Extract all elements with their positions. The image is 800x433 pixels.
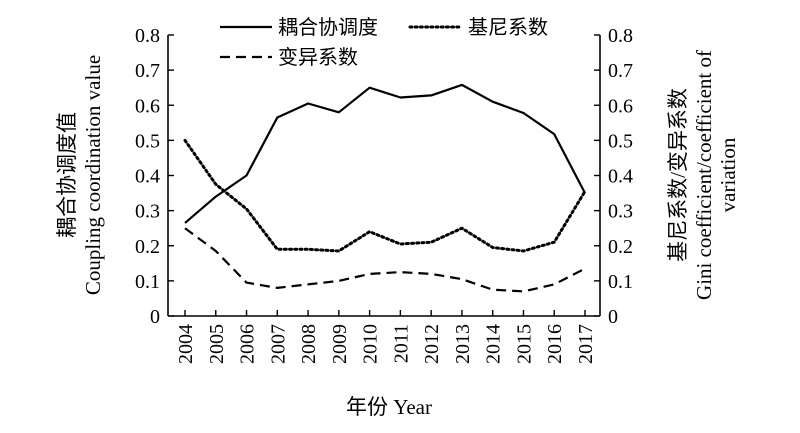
x-tick-label: 2009: [329, 324, 351, 364]
right-y-tick-label: 0.5: [608, 130, 633, 152]
right-y-tick-label: 0.7: [608, 60, 633, 82]
series-line-dashed: [184, 227, 586, 293]
right-y-axis-title-en-line2: variation: [716, 137, 740, 212]
left-y-tick-label: 0.6: [135, 95, 160, 117]
left-y-tick-label: 0.5: [135, 130, 160, 152]
right-y-tick-label: 0.8: [608, 25, 633, 47]
x-tick-label: 2010: [360, 324, 382, 364]
x-tick-label: 2015: [513, 324, 535, 364]
left-y-tick-label: 0.7: [135, 60, 160, 82]
legend-label: 基尼系数: [468, 15, 548, 39]
x-tick-label: 2013: [452, 324, 474, 364]
series-line-solid: [184, 83, 586, 224]
right-y-tick-label: 0.3: [608, 201, 633, 223]
right-y-axis-title-zh: 基尼系数/变异系数: [666, 88, 690, 262]
x-tick-label: 2014: [483, 324, 505, 364]
x-tick-label: 2006: [237, 324, 259, 364]
x-tick-label: 2011: [390, 324, 412, 363]
series-line-dotted: [183, 138, 587, 253]
x-tick-label: 2004: [175, 324, 197, 364]
legend-label: 变异系数: [278, 45, 358, 69]
x-axis-title: 年份 Year: [346, 395, 432, 419]
legend-label: 耦合协调度: [278, 15, 378, 39]
right-y-tick-label: 0.6: [608, 95, 633, 117]
left-y-tick-label: 0.8: [135, 25, 160, 47]
x-tick-label: 2008: [298, 324, 320, 364]
left-y-tick-label: 0: [150, 306, 160, 328]
x-tick-label: 2012: [421, 324, 443, 364]
left-y-tick-label: 0.3: [135, 201, 160, 223]
left-y-tick-label: 0.1: [135, 271, 160, 293]
left-y-axis-title-en: Coupling coordination value: [81, 55, 105, 295]
x-tick-label: 2007: [267, 324, 289, 364]
left-y-tick-label: 0.2: [135, 236, 160, 258]
right-y-axis-title-en-line1: Gini coefficient/coefficient of: [692, 50, 716, 300]
right-y-tick-label: 0: [608, 306, 618, 328]
right-y-tick-label: 0.4: [608, 166, 633, 188]
left-y-tick-label: 0.4: [135, 166, 160, 188]
x-tick-label: 2005: [206, 324, 228, 364]
x-tick-label: 2017: [575, 324, 597, 364]
right-y-tick-label: 0.2: [608, 236, 633, 258]
right-y-tick-label: 0.1: [608, 271, 633, 293]
x-tick-label: 2016: [544, 324, 566, 364]
left-y-axis-title-zh: 耦合协调度值: [55, 112, 79, 238]
